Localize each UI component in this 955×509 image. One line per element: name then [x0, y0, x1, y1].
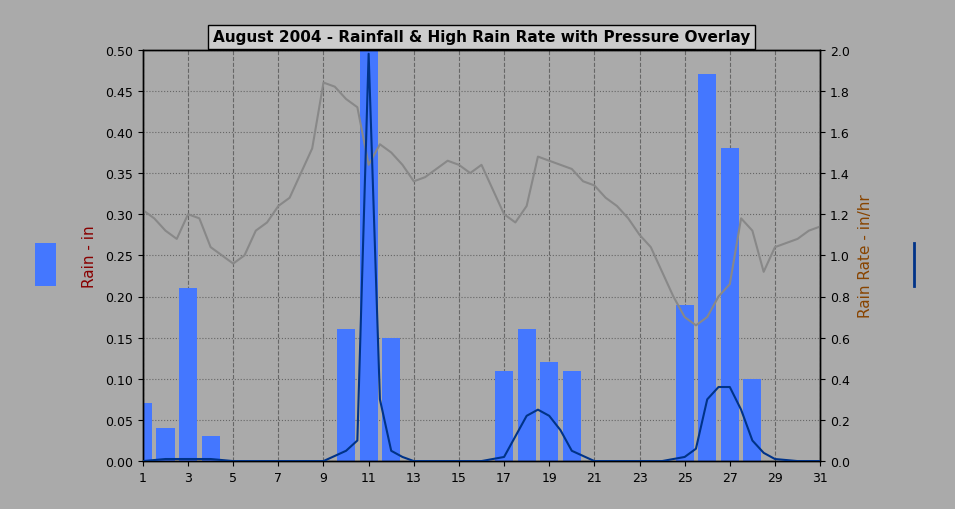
Bar — [541, 362, 559, 461]
Bar — [698, 75, 716, 461]
Bar — [382, 338, 400, 461]
Bar — [743, 379, 761, 461]
Y-axis label: Rain - in: Rain - in — [82, 224, 96, 287]
Bar — [179, 289, 197, 461]
Bar — [562, 371, 581, 461]
Bar — [157, 428, 175, 461]
Bar — [495, 371, 513, 461]
Bar — [675, 305, 693, 461]
Bar — [337, 330, 355, 461]
Bar — [721, 149, 739, 461]
Y-axis label: Rain Rate - in/hr: Rain Rate - in/hr — [859, 194, 873, 318]
Bar — [34, 243, 55, 286]
Title: August 2004 - Rainfall & High Rain Rate with Pressure Overlay: August 2004 - Rainfall & High Rain Rate … — [213, 30, 751, 45]
Bar — [202, 437, 220, 461]
Bar — [518, 330, 536, 461]
Bar — [360, 50, 377, 461]
Bar — [134, 404, 152, 461]
